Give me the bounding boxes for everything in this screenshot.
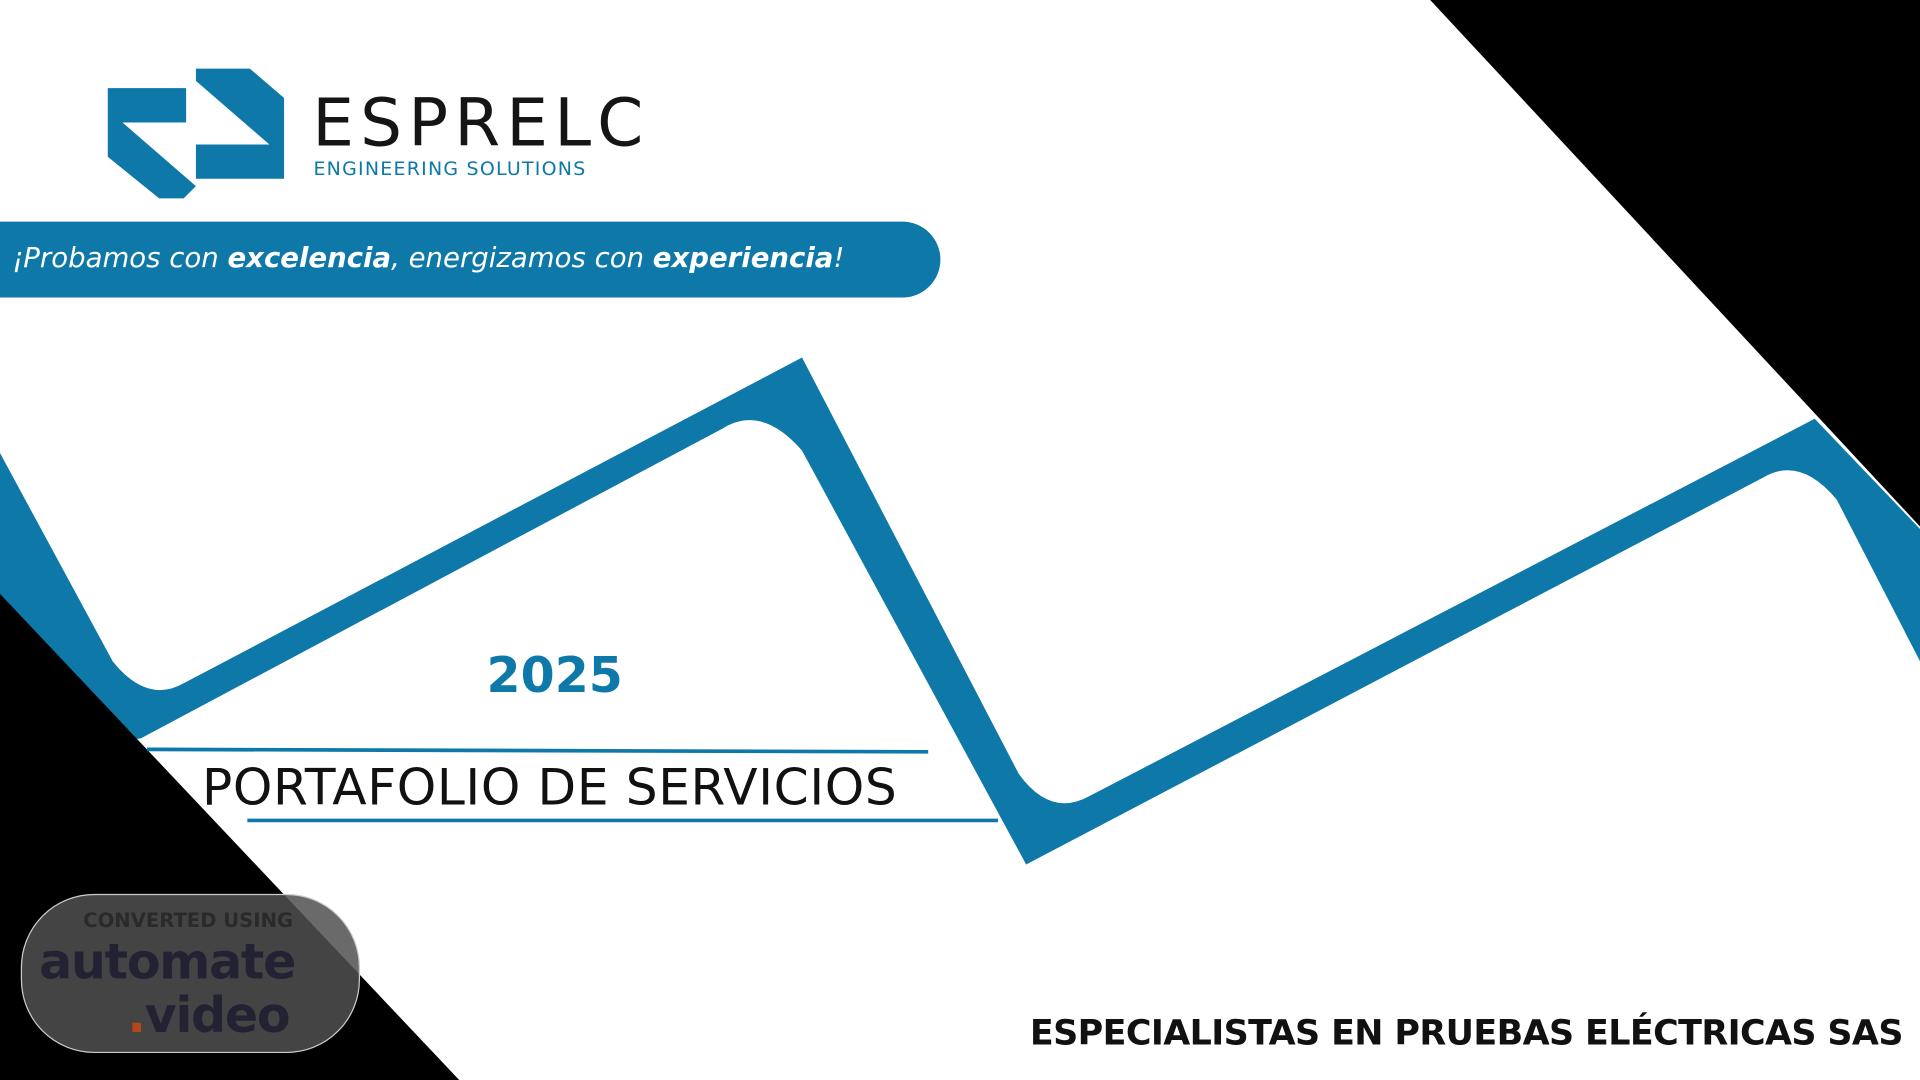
logo-icon — [107, 68, 285, 199]
brand-name: ESPRELC — [312, 84, 650, 162]
watermark-badge — [20, 893, 361, 1054]
company-name: ESPECIALISTAS EN PRUEBAS ELÉCTRICAS SAS — [1029, 1012, 1904, 1054]
watermark-text: CONVERTED USING — [83, 908, 294, 932]
watermark-word: video — [144, 988, 291, 1045]
tagline-bold: excelencia — [227, 242, 392, 275]
tagline-part: ! — [833, 242, 845, 275]
tagline-part: , energizamos con — [391, 242, 653, 275]
top-right-triangle — [1430, 0, 1920, 527]
watermark-text: automate — [39, 934, 296, 991]
brand-subtitle: ENGINEERING SOLUTIONS — [313, 157, 587, 181]
divider-top — [146, 747, 929, 754]
year: 2025 — [486, 647, 623, 705]
tagline-banner — [0, 221, 941, 298]
page-title: PORTAFOLIO DE SERVICIOS — [202, 757, 898, 817]
tagline-part: ¡Probamos con — [12, 242, 228, 275]
tagline-bold: experiencia — [652, 242, 834, 275]
watermark-text: .video — [127, 988, 291, 1045]
watermark-dot: . — [127, 988, 146, 1045]
tagline: ¡Probamos con excelencia, energizamos co… — [12, 242, 844, 275]
